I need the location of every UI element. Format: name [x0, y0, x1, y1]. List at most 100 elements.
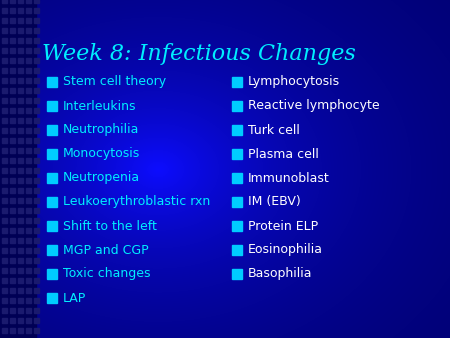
Bar	[34, 178, 39, 183]
Bar	[2, 298, 7, 303]
Bar	[2, 288, 7, 293]
Bar	[10, 318, 15, 323]
Bar	[26, 118, 31, 123]
Bar	[10, 268, 15, 273]
Bar	[2, 278, 7, 283]
Bar	[10, 298, 15, 303]
Bar	[2, 188, 7, 193]
Bar	[47, 293, 57, 303]
Bar	[10, 198, 15, 203]
Bar	[34, 198, 39, 203]
Bar	[26, 258, 31, 263]
Bar	[26, 128, 31, 133]
Bar	[34, 208, 39, 213]
Bar	[2, 268, 7, 273]
Text: Stem cell theory: Stem cell theory	[63, 75, 166, 89]
Bar	[10, 128, 15, 133]
Bar	[18, 138, 23, 143]
Bar	[26, 28, 31, 33]
Bar	[2, 8, 7, 13]
Bar	[18, 0, 23, 3]
Bar	[10, 258, 15, 263]
Bar	[26, 108, 31, 113]
Bar	[18, 228, 23, 233]
Bar	[10, 158, 15, 163]
Bar	[26, 248, 31, 253]
Bar	[10, 178, 15, 183]
Bar	[47, 173, 57, 183]
Bar	[34, 38, 39, 43]
Bar	[10, 48, 15, 53]
Bar	[34, 58, 39, 63]
Bar	[26, 228, 31, 233]
Bar	[10, 188, 15, 193]
Bar	[34, 108, 39, 113]
Bar	[26, 318, 31, 323]
Bar	[232, 173, 242, 183]
Bar	[34, 318, 39, 323]
Bar	[18, 108, 23, 113]
Bar	[34, 118, 39, 123]
Bar	[2, 18, 7, 23]
Bar	[2, 108, 7, 113]
Bar	[34, 188, 39, 193]
Bar	[34, 8, 39, 13]
Text: Reactive lymphocyte: Reactive lymphocyte	[248, 99, 380, 113]
Bar	[34, 218, 39, 223]
Bar	[18, 58, 23, 63]
Bar	[2, 128, 7, 133]
Bar	[10, 68, 15, 73]
Bar	[26, 68, 31, 73]
Bar	[2, 168, 7, 173]
Bar	[2, 138, 7, 143]
Bar	[2, 238, 7, 243]
Bar	[26, 148, 31, 153]
Bar	[232, 149, 242, 159]
Bar	[10, 38, 15, 43]
Bar	[47, 197, 57, 207]
Bar	[2, 218, 7, 223]
Bar	[232, 197, 242, 207]
Text: LAP: LAP	[63, 291, 86, 305]
Bar	[34, 28, 39, 33]
Bar	[26, 88, 31, 93]
Bar	[2, 308, 7, 313]
Text: Monocytosis: Monocytosis	[63, 147, 140, 161]
Bar	[34, 228, 39, 233]
Bar	[232, 269, 242, 279]
Bar	[18, 48, 23, 53]
Bar	[26, 178, 31, 183]
Bar	[2, 48, 7, 53]
Bar	[18, 298, 23, 303]
Bar	[18, 168, 23, 173]
Text: Neutrophilia: Neutrophilia	[63, 123, 140, 137]
Bar	[10, 168, 15, 173]
Bar	[232, 101, 242, 111]
Bar	[34, 248, 39, 253]
Bar	[26, 98, 31, 103]
Bar	[18, 128, 23, 133]
Bar	[47, 101, 57, 111]
Bar	[34, 298, 39, 303]
Bar	[47, 149, 57, 159]
Bar	[26, 288, 31, 293]
Bar	[18, 178, 23, 183]
Bar	[47, 221, 57, 231]
Bar	[26, 138, 31, 143]
Bar	[2, 68, 7, 73]
Bar	[34, 168, 39, 173]
Bar	[0, 0, 36, 338]
Bar	[26, 278, 31, 283]
Text: Toxic changes: Toxic changes	[63, 267, 150, 281]
Bar	[10, 328, 15, 333]
Bar	[34, 238, 39, 243]
Bar	[34, 18, 39, 23]
Bar	[18, 8, 23, 13]
Text: Neutropenia: Neutropenia	[63, 171, 140, 185]
Bar	[10, 288, 15, 293]
Bar	[34, 138, 39, 143]
Bar	[26, 238, 31, 243]
Bar	[10, 228, 15, 233]
Bar	[2, 258, 7, 263]
Bar	[26, 208, 31, 213]
